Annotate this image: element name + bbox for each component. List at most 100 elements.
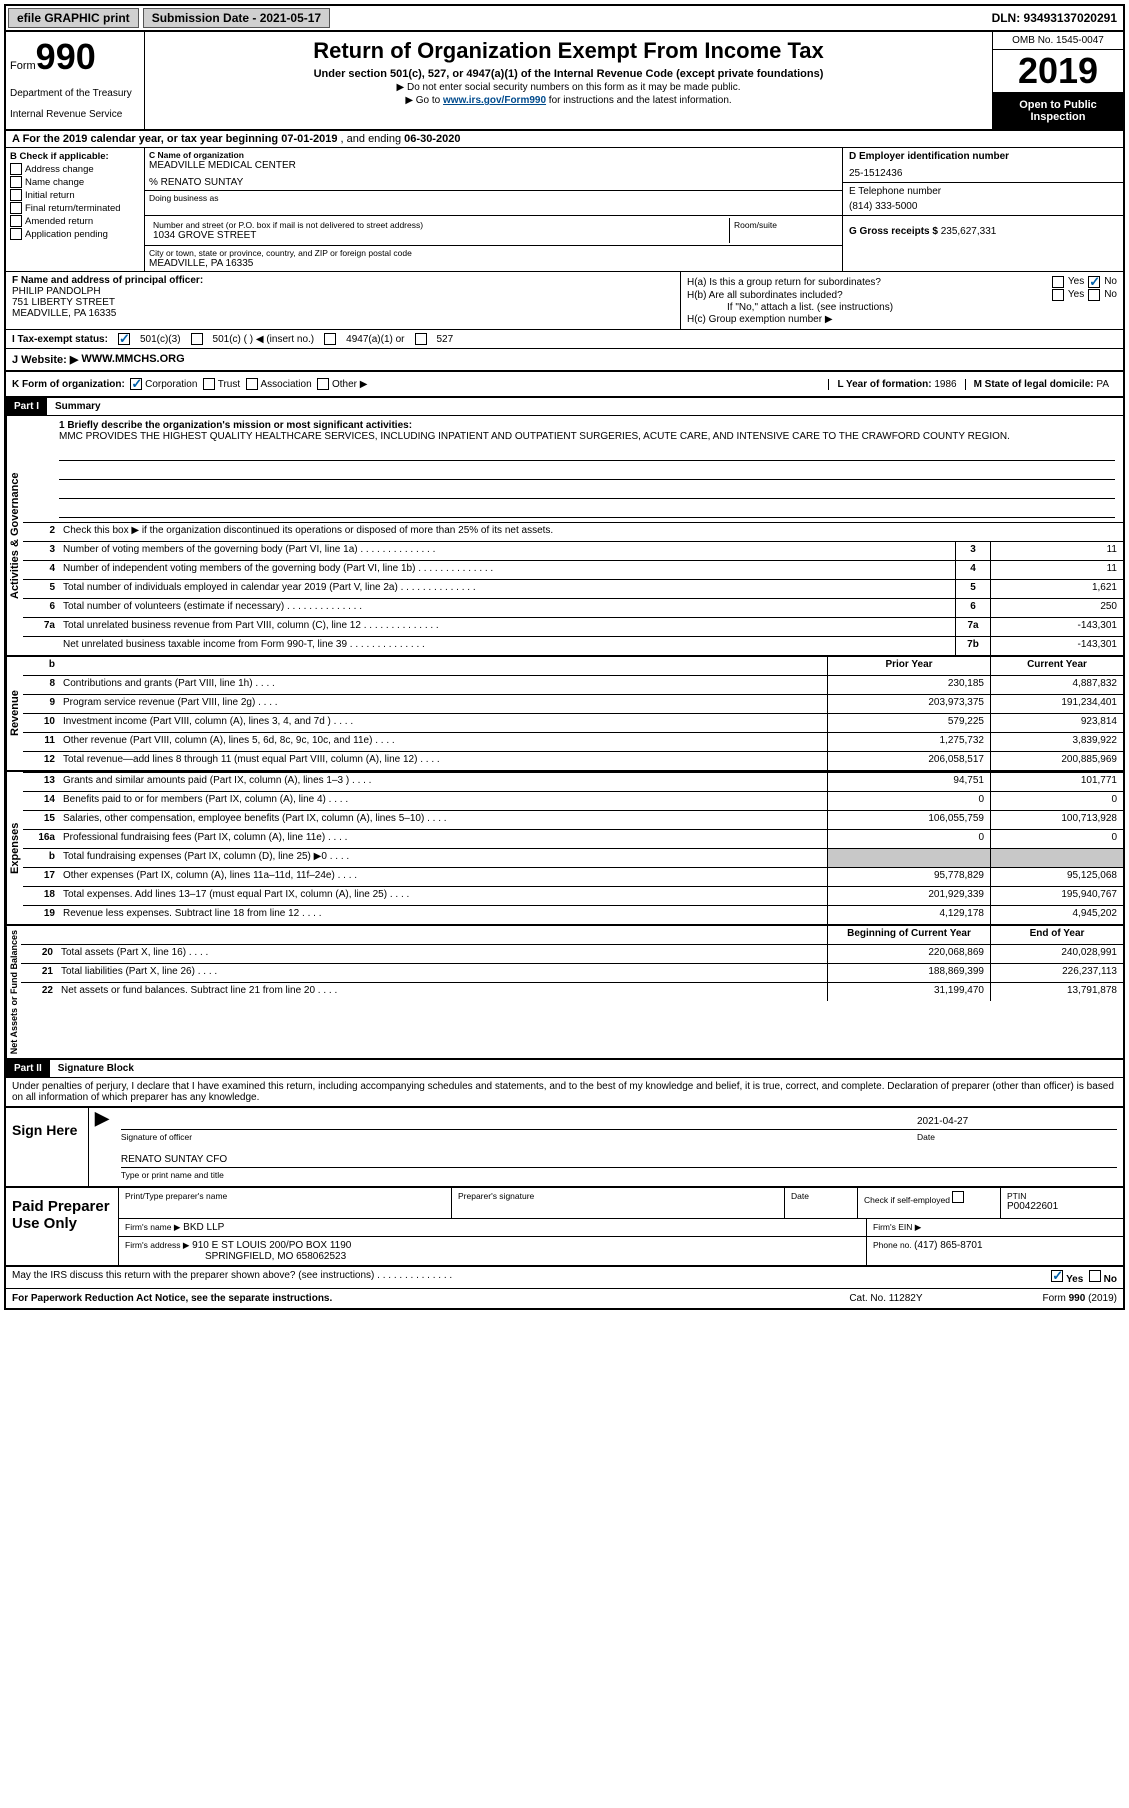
line-num: 15 bbox=[23, 811, 59, 829]
i-4947-checkbox[interactable] bbox=[324, 333, 336, 345]
l-label: L Year of formation: bbox=[837, 379, 934, 390]
line-num bbox=[23, 637, 59, 655]
mission-label: 1 Briefly describe the organization's mi… bbox=[59, 420, 1115, 431]
checkbox-amended[interactable] bbox=[10, 215, 22, 227]
discuss-no-checkbox[interactable] bbox=[1089, 1270, 1101, 1282]
checkbox-final-return[interactable] bbox=[10, 202, 22, 214]
line-desc: Contributions and grants (Part VIII, lin… bbox=[59, 676, 827, 694]
prior-year-header: Prior Year bbox=[827, 657, 990, 675]
line-value: 250 bbox=[990, 599, 1123, 617]
sign-arrow-icon: ▶ bbox=[89, 1108, 115, 1186]
part2-title: Signature Block bbox=[50, 1060, 142, 1077]
ha-no: No bbox=[1104, 276, 1117, 288]
line-desc: Number of voting members of the governin… bbox=[59, 542, 955, 560]
irs-link[interactable]: www.irs.gov/Form990 bbox=[443, 95, 546, 106]
line-desc: Professional fundraising fees (Part IX, … bbox=[59, 830, 827, 848]
j-label: J Website: ▶ bbox=[12, 353, 78, 366]
discuss-yes-checkbox[interactable] bbox=[1051, 1270, 1063, 1282]
name-title-label: Type or print name and title bbox=[121, 1170, 1117, 1180]
form-990-container: efile GRAPHIC print Submission Date - 20… bbox=[4, 4, 1125, 1310]
table-row: 11Other revenue (Part VIII, column (A), … bbox=[23, 732, 1123, 751]
m-label: M State of legal domicile: bbox=[974, 379, 1097, 390]
i-501c3-checkbox[interactable] bbox=[118, 333, 130, 345]
discuss-yes: Yes bbox=[1066, 1274, 1083, 1285]
ha-label: H(a) Is this a group return for subordin… bbox=[687, 277, 881, 288]
k-other-checkbox[interactable] bbox=[317, 378, 329, 390]
row-j-website: J Website: ▶ WWW.MMCHS.ORG bbox=[6, 349, 1123, 372]
line-num: 19 bbox=[23, 906, 59, 924]
rev-b-label: b bbox=[23, 657, 59, 675]
line-value: 11 bbox=[990, 561, 1123, 579]
line-num: 7a bbox=[23, 618, 59, 636]
k-trust-checkbox[interactable] bbox=[203, 378, 215, 390]
form-note2: ▶ Go to www.irs.gov/Form990 for instruct… bbox=[149, 95, 988, 106]
k-corp-checkbox[interactable] bbox=[130, 378, 142, 390]
open-public-badge: Open to Public Inspection bbox=[993, 93, 1123, 129]
table-row: bTotal fundraising expenses (Part IX, co… bbox=[23, 848, 1123, 867]
name-label: C Name of organization bbox=[149, 150, 838, 160]
header-row: Form990 Department of the Treasury Inter… bbox=[6, 32, 1123, 131]
current-value: 3,839,922 bbox=[990, 733, 1123, 751]
section-revenue: Revenue b Prior Year Current Year 8Contr… bbox=[6, 657, 1123, 772]
line-desc: Net unrelated business taxable income fr… bbox=[59, 637, 955, 655]
firm-name-label: Firm's name ▶ bbox=[125, 1222, 180, 1232]
current-value: 101,771 bbox=[990, 773, 1123, 791]
discuss-no: No bbox=[1104, 1274, 1117, 1285]
firm-ein-label: Firm's EIN ▶ bbox=[873, 1222, 921, 1232]
line-num: 17 bbox=[23, 868, 59, 886]
row-a-begin: 07-01-2019 bbox=[281, 133, 337, 145]
header-right: OMB No. 1545-0047 2019 Open to Public In… bbox=[992, 32, 1123, 129]
table-row: 10Investment income (Part VIII, column (… bbox=[23, 713, 1123, 732]
hb-no-checkbox[interactable] bbox=[1088, 289, 1100, 301]
tax-year: 2019 bbox=[993, 50, 1123, 93]
line-2-desc: Check this box ▶ if the organization dis… bbox=[59, 523, 1123, 541]
section-bcde: B Check if applicable: Address change Na… bbox=[6, 148, 1123, 272]
line-num: 14 bbox=[23, 792, 59, 810]
checkbox-app-pending[interactable] bbox=[10, 228, 22, 240]
hb-no: No bbox=[1104, 289, 1117, 301]
sign-here-label: Sign Here bbox=[6, 1108, 89, 1186]
gross-value: 235,627,331 bbox=[941, 226, 997, 237]
check-b-label: B Check if applicable: bbox=[10, 151, 140, 162]
efile-print-button[interactable]: efile GRAPHIC print bbox=[8, 8, 139, 28]
current-value: 923,814 bbox=[990, 714, 1123, 732]
gov-line-row: Net unrelated business taxable income fr… bbox=[23, 636, 1123, 655]
self-employed-checkbox[interactable] bbox=[952, 1191, 964, 1203]
row-i-tax-status: I Tax-exempt status: 501(c)(3) 501(c) ( … bbox=[6, 330, 1123, 349]
prior-value: 0 bbox=[827, 792, 990, 810]
section-expenses: Expenses 13Grants and similar amounts pa… bbox=[6, 772, 1123, 926]
print-name-label: Print/Type preparer's name bbox=[125, 1191, 445, 1201]
hb-yes-checkbox[interactable] bbox=[1052, 289, 1064, 301]
line-num: 18 bbox=[23, 887, 59, 905]
form-subtitle: Under section 501(c), 527, or 4947(a)(1)… bbox=[149, 68, 988, 80]
line-value: 11 bbox=[990, 542, 1123, 560]
checkbox-address-change[interactable] bbox=[10, 163, 22, 175]
i-501c-checkbox[interactable] bbox=[191, 333, 203, 345]
part1-title: Summary bbox=[47, 398, 109, 415]
i-opt2: 501(c) ( ) ◀ (insert no.) bbox=[213, 334, 315, 345]
dba-label: Doing business as bbox=[149, 193, 838, 203]
line-box-num: 4 bbox=[955, 561, 990, 579]
line-num: 11 bbox=[23, 733, 59, 751]
prior-value: 4,129,178 bbox=[827, 906, 990, 924]
line-num: 6 bbox=[23, 599, 59, 617]
i-opt3: 4947(a)(1) or bbox=[346, 334, 404, 345]
line-box-num: 7a bbox=[955, 618, 990, 636]
k-assoc-checkbox[interactable] bbox=[246, 378, 258, 390]
checkbox-name-change[interactable] bbox=[10, 176, 22, 188]
table-row: 21Total liabilities (Part X, line 26)188… bbox=[21, 963, 1123, 982]
opt-final-return: Final return/terminated bbox=[25, 203, 121, 214]
checkbox-initial-return[interactable] bbox=[10, 189, 22, 201]
prior-value: 188,869,399 bbox=[827, 964, 990, 982]
sig-officer-label: Signature of officer bbox=[121, 1132, 917, 1142]
ha-no-checkbox[interactable] bbox=[1088, 276, 1100, 288]
ein-cell: D Employer identification number 25-1512… bbox=[843, 148, 1123, 183]
line-desc: Grants and similar amounts paid (Part IX… bbox=[59, 773, 827, 791]
section-net-assets: Net Assets or Fund Balances Beginning of… bbox=[6, 926, 1123, 1060]
begin-year-header: Beginning of Current Year bbox=[827, 926, 990, 944]
i-527-checkbox[interactable] bbox=[415, 333, 427, 345]
row-a-end: 06-30-2020 bbox=[404, 133, 460, 145]
ha-yes-checkbox[interactable] bbox=[1052, 276, 1064, 288]
prior-value: 201,929,339 bbox=[827, 887, 990, 905]
submission-date-badge: Submission Date - 2021-05-17 bbox=[143, 8, 330, 28]
